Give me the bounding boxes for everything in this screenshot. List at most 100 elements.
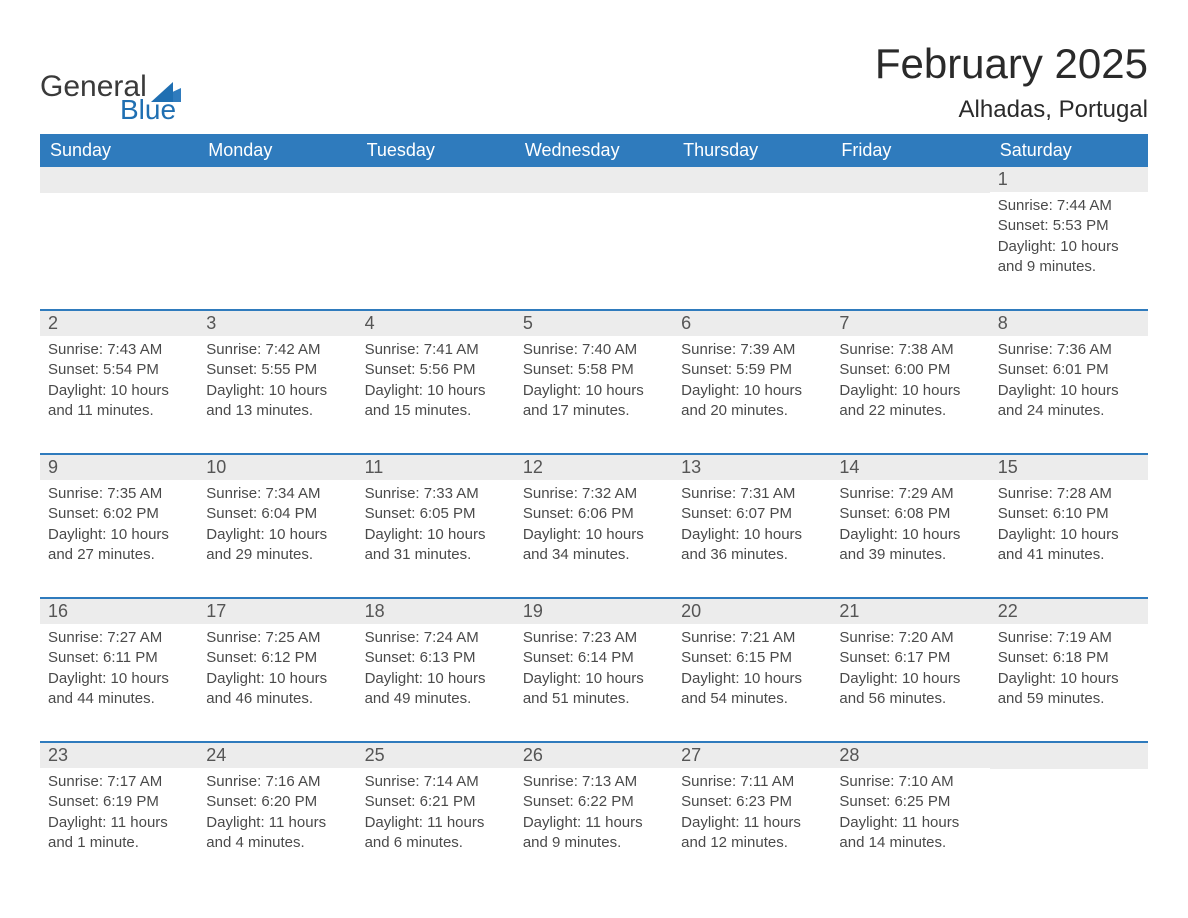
- daylight-text-1: Daylight: 10 hours: [48, 381, 190, 401]
- day-number: 3: [198, 311, 356, 336]
- daylight-text-2: and 9 minutes.: [998, 257, 1140, 277]
- daylight-text-2: and 49 minutes.: [365, 689, 507, 709]
- day-number: [990, 743, 1148, 769]
- sunrise-text: Sunrise: 7:42 AM: [206, 340, 348, 360]
- day-details: Sunrise: 7:25 AMSunset: 6:12 PMDaylight:…: [198, 624, 356, 715]
- daylight-text-1: Daylight: 10 hours: [681, 669, 823, 689]
- sunset-text: Sunset: 6:01 PM: [998, 360, 1140, 380]
- sunset-text: Sunset: 6:25 PM: [839, 792, 981, 812]
- sunrise-text: Sunrise: 7:39 AM: [681, 340, 823, 360]
- day-details: Sunrise: 7:11 AMSunset: 6:23 PMDaylight:…: [673, 768, 831, 859]
- calendar-day: [990, 743, 1148, 863]
- brand-word-2: Blue: [120, 96, 181, 124]
- daylight-text-2: and 13 minutes.: [206, 401, 348, 421]
- daylight-text-1: Daylight: 10 hours: [365, 525, 507, 545]
- calendar-day: 27Sunrise: 7:11 AMSunset: 6:23 PMDayligh…: [673, 743, 831, 863]
- day-number: 22: [990, 599, 1148, 624]
- day-details: Sunrise: 7:10 AMSunset: 6:25 PMDaylight:…: [831, 768, 989, 859]
- day-number: 26: [515, 743, 673, 768]
- sunset-text: Sunset: 6:02 PM: [48, 504, 190, 524]
- calendar-day: 17Sunrise: 7:25 AMSunset: 6:12 PMDayligh…: [198, 599, 356, 719]
- daylight-text-2: and 11 minutes.: [48, 401, 190, 421]
- daylight-text-2: and 46 minutes.: [206, 689, 348, 709]
- sunrise-text: Sunrise: 7:24 AM: [365, 628, 507, 648]
- day-details: Sunrise: 7:24 AMSunset: 6:13 PMDaylight:…: [357, 624, 515, 715]
- daylight-text-2: and 51 minutes.: [523, 689, 665, 709]
- calendar-day: 9Sunrise: 7:35 AMSunset: 6:02 PMDaylight…: [40, 455, 198, 575]
- sunrise-text: Sunrise: 7:33 AM: [365, 484, 507, 504]
- sunrise-text: Sunrise: 7:11 AM: [681, 772, 823, 792]
- daylight-text-2: and 27 minutes.: [48, 545, 190, 565]
- calendar-week: 2Sunrise: 7:43 AMSunset: 5:54 PMDaylight…: [40, 309, 1148, 431]
- day-number: [673, 167, 831, 193]
- day-number: 18: [357, 599, 515, 624]
- weekday-header: Friday: [831, 134, 989, 167]
- sunset-text: Sunset: 5:56 PM: [365, 360, 507, 380]
- daylight-text-1: Daylight: 10 hours: [998, 525, 1140, 545]
- sunset-text: Sunset: 6:19 PM: [48, 792, 190, 812]
- day-number: [357, 167, 515, 193]
- calendar-day: 23Sunrise: 7:17 AMSunset: 6:19 PMDayligh…: [40, 743, 198, 863]
- day-details: Sunrise: 7:16 AMSunset: 6:20 PMDaylight:…: [198, 768, 356, 859]
- day-number: [198, 167, 356, 193]
- calendar-day: 24Sunrise: 7:16 AMSunset: 6:20 PMDayligh…: [198, 743, 356, 863]
- sunset-text: Sunset: 6:07 PM: [681, 504, 823, 524]
- sunset-text: Sunset: 6:14 PM: [523, 648, 665, 668]
- daylight-text-2: and 56 minutes.: [839, 689, 981, 709]
- calendar-day: 19Sunrise: 7:23 AMSunset: 6:14 PMDayligh…: [515, 599, 673, 719]
- day-details: Sunrise: 7:14 AMSunset: 6:21 PMDaylight:…: [357, 768, 515, 859]
- day-details: Sunrise: 7:40 AMSunset: 5:58 PMDaylight:…: [515, 336, 673, 427]
- sunset-text: Sunset: 5:59 PM: [681, 360, 823, 380]
- sunrise-text: Sunrise: 7:13 AM: [523, 772, 665, 792]
- day-details: Sunrise: 7:28 AMSunset: 6:10 PMDaylight:…: [990, 480, 1148, 571]
- daylight-text-1: Daylight: 11 hours: [523, 813, 665, 833]
- weekday-header: Sunday: [40, 134, 198, 167]
- day-details: Sunrise: 7:19 AMSunset: 6:18 PMDaylight:…: [990, 624, 1148, 715]
- calendar-day: 14Sunrise: 7:29 AMSunset: 6:08 PMDayligh…: [831, 455, 989, 575]
- day-details: Sunrise: 7:20 AMSunset: 6:17 PMDaylight:…: [831, 624, 989, 715]
- calendar-day: 6Sunrise: 7:39 AMSunset: 5:59 PMDaylight…: [673, 311, 831, 431]
- day-number: 21: [831, 599, 989, 624]
- calendar-day: 15Sunrise: 7:28 AMSunset: 6:10 PMDayligh…: [990, 455, 1148, 575]
- daylight-text-2: and 12 minutes.: [681, 833, 823, 853]
- daylight-text-1: Daylight: 10 hours: [839, 381, 981, 401]
- calendar-day: 8Sunrise: 7:36 AMSunset: 6:01 PMDaylight…: [990, 311, 1148, 431]
- daylight-text-2: and 39 minutes.: [839, 545, 981, 565]
- sunset-text: Sunset: 6:12 PM: [206, 648, 348, 668]
- sunrise-text: Sunrise: 7:34 AM: [206, 484, 348, 504]
- daylight-text-2: and 54 minutes.: [681, 689, 823, 709]
- daylight-text-1: Daylight: 11 hours: [48, 813, 190, 833]
- day-details: Sunrise: 7:39 AMSunset: 5:59 PMDaylight:…: [673, 336, 831, 427]
- day-number: 25: [357, 743, 515, 768]
- sunrise-text: Sunrise: 7:43 AM: [48, 340, 190, 360]
- daylight-text-1: Daylight: 10 hours: [681, 381, 823, 401]
- day-details: Sunrise: 7:44 AMSunset: 5:53 PMDaylight:…: [990, 192, 1148, 283]
- calendar-day: 10Sunrise: 7:34 AMSunset: 6:04 PMDayligh…: [198, 455, 356, 575]
- day-number: 9: [40, 455, 198, 480]
- sunset-text: Sunset: 6:20 PM: [206, 792, 348, 812]
- sunrise-text: Sunrise: 7:36 AM: [998, 340, 1140, 360]
- day-number: 20: [673, 599, 831, 624]
- day-details: Sunrise: 7:42 AMSunset: 5:55 PMDaylight:…: [198, 336, 356, 427]
- daylight-text-1: Daylight: 10 hours: [998, 381, 1140, 401]
- calendar-day: 1Sunrise: 7:44 AMSunset: 5:53 PMDaylight…: [990, 167, 1148, 287]
- daylight-text-1: Daylight: 11 hours: [839, 813, 981, 833]
- calendar-day: [198, 167, 356, 287]
- daylight-text-2: and 17 minutes.: [523, 401, 665, 421]
- day-details: Sunrise: 7:34 AMSunset: 6:04 PMDaylight:…: [198, 480, 356, 571]
- daylight-text-1: Daylight: 10 hours: [839, 669, 981, 689]
- calendar-day: [40, 167, 198, 287]
- day-number: 16: [40, 599, 198, 624]
- sunrise-text: Sunrise: 7:35 AM: [48, 484, 190, 504]
- calendar-day: 22Sunrise: 7:19 AMSunset: 6:18 PMDayligh…: [990, 599, 1148, 719]
- day-number: 27: [673, 743, 831, 768]
- calendar-day: 7Sunrise: 7:38 AMSunset: 6:00 PMDaylight…: [831, 311, 989, 431]
- sunrise-text: Sunrise: 7:38 AM: [839, 340, 981, 360]
- daylight-text-2: and 44 minutes.: [48, 689, 190, 709]
- weekday-header: Tuesday: [357, 134, 515, 167]
- calendar-week: 23Sunrise: 7:17 AMSunset: 6:19 PMDayligh…: [40, 741, 1148, 863]
- calendar-day: 2Sunrise: 7:43 AMSunset: 5:54 PMDaylight…: [40, 311, 198, 431]
- day-details: Sunrise: 7:38 AMSunset: 6:00 PMDaylight:…: [831, 336, 989, 427]
- sunrise-text: Sunrise: 7:31 AM: [681, 484, 823, 504]
- daylight-text-2: and 14 minutes.: [839, 833, 981, 853]
